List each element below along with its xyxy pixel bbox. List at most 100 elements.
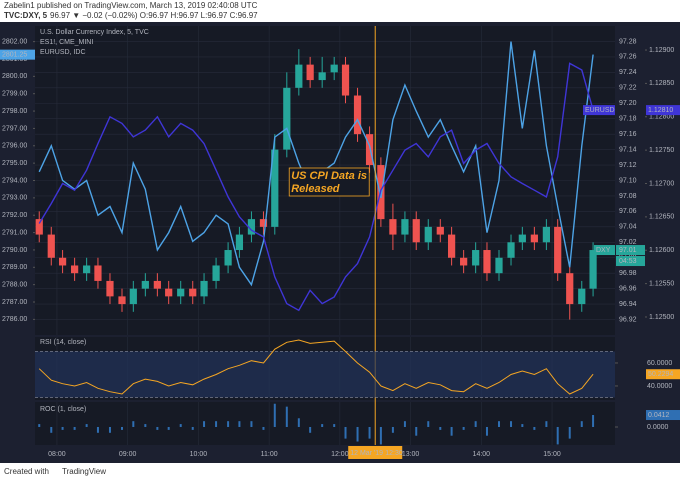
roc-bar bbox=[498, 421, 500, 427]
last-roc-box bbox=[646, 410, 680, 421]
es-tick-label: 2796.00 bbox=[2, 143, 27, 150]
candle-body bbox=[153, 280, 161, 289]
candle-body bbox=[448, 234, 456, 258]
es-tick-label: 2799.00 bbox=[2, 91, 27, 98]
dxy-tick-label: 97.20 bbox=[619, 100, 637, 107]
candle-body bbox=[412, 219, 420, 243]
candle-body bbox=[200, 280, 208, 297]
last-rsi: 50.2294 bbox=[648, 371, 673, 378]
eurusd-tick-label: 1.12500 bbox=[649, 314, 674, 321]
candle-body bbox=[566, 273, 574, 305]
roc-bar bbox=[462, 426, 465, 430]
dxy-tick-label: 97.06 bbox=[619, 208, 637, 215]
roc-bar bbox=[309, 426, 312, 433]
candle-body bbox=[283, 87, 291, 150]
roc-bar bbox=[273, 403, 276, 427]
dxy-tick-label: 97.26 bbox=[619, 54, 637, 61]
x-tick-label: 10:00 bbox=[190, 451, 208, 458]
countdown: 04:53 bbox=[619, 258, 637, 265]
dxy-tag-box bbox=[594, 245, 615, 256]
es-tick-label: 2798.00 bbox=[2, 108, 27, 115]
dxy-tick-label: 96.94 bbox=[619, 301, 637, 308]
candle-body bbox=[106, 280, 114, 297]
candle-body bbox=[165, 288, 173, 297]
header-bar bbox=[0, 0, 680, 22]
series-line bbox=[38, 62, 594, 312]
dxy-tick-label: 97.02 bbox=[619, 239, 637, 246]
candle-body bbox=[295, 64, 303, 88]
es-tick-label: 2789.00 bbox=[2, 264, 27, 271]
countdown-box bbox=[616, 256, 645, 267]
dxy-tick-label: 97.04 bbox=[619, 224, 637, 231]
candle-body bbox=[542, 226, 550, 243]
annotation-text: US CPI Data is bbox=[291, 170, 367, 182]
roc-bar bbox=[238, 421, 241, 427]
last-dxy: 97.01 bbox=[619, 247, 637, 254]
roc-bar bbox=[50, 426, 53, 433]
roc-bar bbox=[321, 424, 324, 427]
candle-body bbox=[530, 234, 538, 243]
candle-body bbox=[341, 64, 350, 96]
roc-bar bbox=[333, 424, 336, 427]
candle-body bbox=[578, 288, 586, 305]
roc-bar bbox=[545, 421, 548, 427]
cursor-time: 12:30 bbox=[385, 450, 403, 457]
candle-body bbox=[460, 257, 468, 266]
roc-bar bbox=[297, 418, 300, 427]
roc-bar bbox=[167, 426, 170, 430]
eurusd-tick-label: 1.12850 bbox=[649, 80, 674, 87]
es-tick-label: 2793.00 bbox=[2, 195, 27, 202]
dxy-tick-label: 96.96 bbox=[619, 285, 637, 292]
candle-body bbox=[35, 219, 43, 235]
last-roc: 0.0412 bbox=[648, 412, 670, 419]
dxy-tick-label: 97.22 bbox=[619, 85, 637, 92]
candle-body bbox=[472, 250, 480, 266]
roc-bar bbox=[85, 424, 88, 427]
last-es-box bbox=[0, 49, 35, 60]
dxy-tick-label: 96.98 bbox=[619, 270, 637, 277]
candle-body bbox=[495, 257, 503, 274]
roc-bar bbox=[96, 426, 99, 433]
legend-eurusd: EURUSD, IDC bbox=[40, 49, 86, 56]
candle-body bbox=[212, 265, 220, 281]
roc-bar bbox=[521, 424, 524, 427]
roc-bar bbox=[203, 421, 206, 427]
candle-body bbox=[94, 265, 102, 281]
candle-body bbox=[507, 242, 515, 258]
candle-body bbox=[141, 280, 149, 289]
footer-brand[interactable]: TradingView bbox=[62, 467, 106, 476]
candle-body bbox=[235, 234, 244, 251]
x-tick-label: 11:00 bbox=[261, 451, 278, 458]
candle-body bbox=[306, 64, 314, 81]
main-title: U.S. Dollar Currency Index, 5, TVC bbox=[40, 29, 149, 36]
candle-body bbox=[589, 250, 597, 289]
rsi-tick-label: 40.0000 bbox=[647, 383, 672, 390]
es-tick-label: 2786.00 bbox=[2, 316, 27, 323]
es-tick-label: 2802.00 bbox=[2, 38, 27, 45]
publish-info: Zabelin1 published on TradingView.com, M… bbox=[4, 1, 258, 10]
candle-body bbox=[318, 72, 326, 81]
es-tick-label: 2795.00 bbox=[2, 160, 27, 167]
roc-bar bbox=[533, 426, 536, 430]
x-tick-label: 12:00 bbox=[331, 451, 349, 458]
roc-bar bbox=[556, 426, 559, 445]
candle-body bbox=[129, 288, 137, 305]
candle-body bbox=[118, 296, 126, 305]
eurusd-tag: EURUSD bbox=[585, 107, 615, 114]
es-tick-label: 2792.00 bbox=[2, 212, 27, 219]
candle-body bbox=[259, 219, 268, 227]
roc-bar bbox=[227, 421, 230, 427]
roc-bar bbox=[344, 426, 347, 439]
last-dxy-box bbox=[616, 245, 645, 256]
roc-bar bbox=[285, 406, 288, 427]
candle-body bbox=[47, 234, 55, 258]
eurusd-tick-label: 1.12650 bbox=[649, 214, 674, 221]
candle-body bbox=[436, 226, 444, 235]
dxy-tick-label: 97.16 bbox=[619, 131, 637, 138]
roc-bar bbox=[580, 421, 583, 427]
roc-bar bbox=[485, 426, 488, 436]
roc-bar bbox=[121, 426, 123, 430]
candle-body bbox=[247, 219, 256, 235]
roc-bar bbox=[191, 426, 194, 430]
